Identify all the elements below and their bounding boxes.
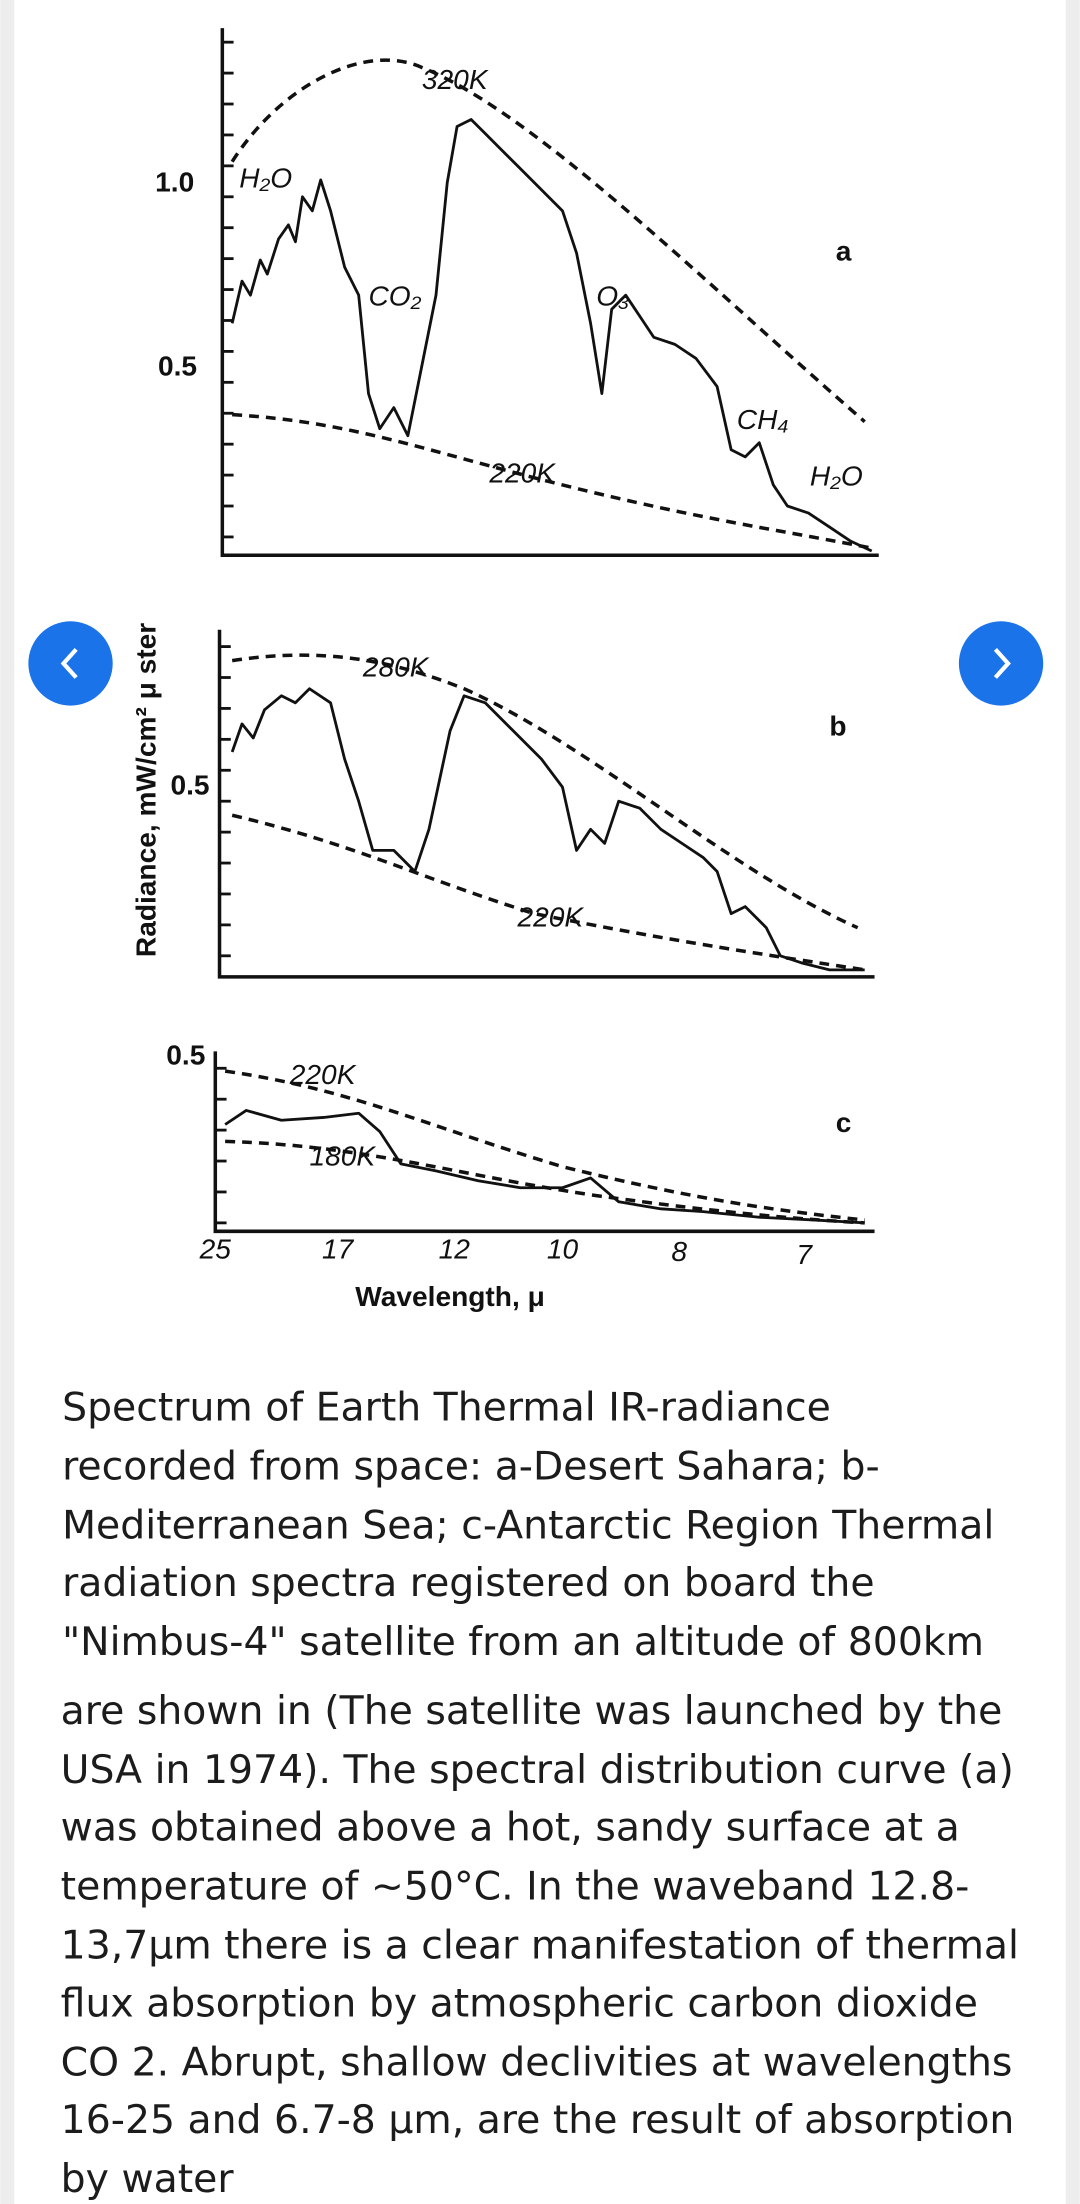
caption-line: Mediterranean Sea; c-Antarctic Region Th… bbox=[62, 1502, 994, 1548]
x-tick-label: 7 bbox=[796, 1239, 813, 1270]
caption-line: recorded from space: a-Desert Sahara; b- bbox=[62, 1443, 880, 1489]
caption-line: CO 2. Abrupt, shallow declivities at wav… bbox=[61, 2039, 1013, 2085]
caption-line: radiation spectra registered on board th… bbox=[62, 1560, 874, 1606]
x-axis-label: Wavelength, μ bbox=[355, 1281, 545, 1312]
annotation: CH₄ bbox=[737, 404, 789, 435]
caption-line: temperature of ~50°C. In the waveband 12… bbox=[61, 1864, 970, 1910]
panel-letter: b bbox=[829, 711, 846, 742]
next-icon[interactable] bbox=[993, 647, 1011, 679]
caption-line: was obtained above a hot, sandy surface … bbox=[61, 1805, 960, 1851]
spectrum bbox=[224, 1109, 865, 1225]
curve bbox=[231, 813, 865, 972]
x-tick-label: 25 bbox=[199, 1233, 232, 1264]
spectrum bbox=[230, 687, 865, 972]
annotation: 320K bbox=[422, 64, 489, 95]
annotation: 180K bbox=[309, 1141, 376, 1172]
caption-line: by water bbox=[61, 2156, 235, 2202]
annotation: H₂O bbox=[239, 162, 292, 193]
figure: 1.0 0.5 H₂O 320K CO₂ O₃ CH₄ 220K H₂O a 0… bbox=[130, 28, 879, 1312]
annotation: 280K bbox=[362, 651, 430, 682]
caption-line: 13,7μm there is a clear manifestation of… bbox=[61, 1923, 1019, 1969]
spectrum bbox=[230, 118, 873, 553]
annotation: CO₂ bbox=[369, 280, 422, 311]
axis bbox=[220, 28, 879, 557]
annotation: 220K bbox=[517, 902, 585, 933]
annotation: H₂O bbox=[810, 460, 863, 491]
curve bbox=[232, 412, 873, 550]
annotation: 220K bbox=[488, 458, 556, 489]
x-tick-label: 8 bbox=[671, 1236, 687, 1267]
caption-line: "Nimbus-4" satellite from an altitude of… bbox=[62, 1619, 984, 1665]
panel-letter: c bbox=[836, 1107, 852, 1138]
prev-button-bg[interactable] bbox=[28, 621, 113, 706]
x-tick-label: 17 bbox=[322, 1233, 355, 1264]
y-tick-label: 0.5 bbox=[166, 1039, 205, 1070]
y-axis-label: Radiance, mW/cm² μ ster bbox=[130, 623, 161, 957]
next-button-bg[interactable] bbox=[958, 621, 1044, 706]
x-tick-label: 10 bbox=[547, 1233, 579, 1264]
curve bbox=[231, 653, 859, 930]
prev-button[interactable] bbox=[28, 621, 113, 706]
axis bbox=[217, 629, 875, 979]
y-tick-label: 1.0 bbox=[155, 167, 194, 198]
annotation: 220K bbox=[289, 1059, 357, 1090]
card bbox=[14, 0, 1066, 2204]
y-tick-label: 0.5 bbox=[170, 770, 209, 801]
annotation: O₃ bbox=[596, 280, 629, 311]
caption-line: Spectrum of Earth Thermal IR-radiance bbox=[62, 1384, 831, 1430]
axis bbox=[213, 1051, 875, 1234]
caption-line: USA in 1974). The spectral distribution … bbox=[61, 1747, 1014, 1793]
next-button[interactable] bbox=[958, 621, 1044, 706]
caption-line: 16-25 and 6.7-8 μm, are the result of ab… bbox=[61, 2097, 1015, 2143]
x-tick-label: 12 bbox=[439, 1233, 471, 1264]
caption: Spectrum of Earth Thermal IR-radiance rec… bbox=[61, 1384, 1019, 2202]
curve bbox=[224, 1069, 865, 1222]
panel-letter: a bbox=[836, 235, 852, 266]
y-tick-label: 0.5 bbox=[158, 351, 197, 382]
curve bbox=[230, 58, 866, 424]
caption-line: are shown in (The satellite was launched… bbox=[61, 1688, 1003, 1734]
caption-line: flux absorption by atmospheric carbon di… bbox=[61, 1980, 978, 2026]
prev-icon[interactable] bbox=[60, 647, 78, 679]
